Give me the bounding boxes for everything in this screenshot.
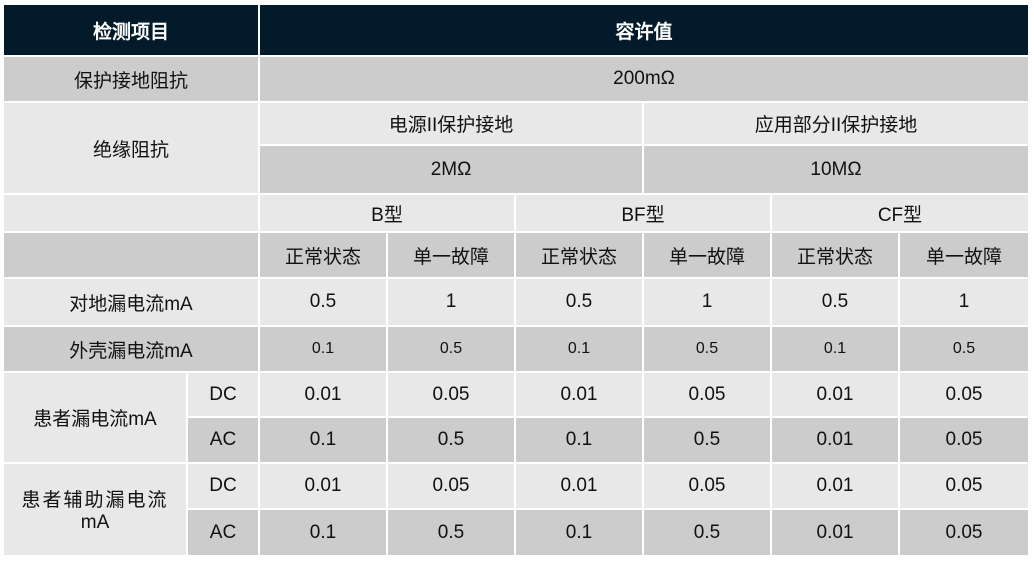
patient-dc-value: 0.05 xyxy=(388,373,514,416)
patient-aux-ac-value: 0.5 xyxy=(644,510,770,555)
empty-cell xyxy=(4,233,258,277)
patient-aux-ac-value: 0.1 xyxy=(516,510,642,555)
patient-dc-value: 0.01 xyxy=(772,373,898,416)
patient-ac-value: 0.1 xyxy=(260,418,386,462)
state-cell: 单一故障 xyxy=(388,233,514,277)
patient-aux-dc-value: 0.05 xyxy=(388,464,514,508)
patient-aux-dc-label: DC xyxy=(188,464,258,508)
applied-insulation-value: 10MΩ xyxy=(644,146,1028,193)
patient-aux-dc-value: 0.05 xyxy=(900,464,1028,508)
header-item: 检测项目 xyxy=(4,5,258,55)
earth-leakage-value: 1 xyxy=(900,279,1028,325)
patient-aux-leakage-label: 患者辅助漏电流 mA xyxy=(4,464,186,555)
type-bf: BF型 xyxy=(516,195,770,231)
earth-leakage-value: 1 xyxy=(644,279,770,325)
state-cell: 正常状态 xyxy=(516,233,642,277)
earth-leakage-value: 0.5 xyxy=(516,279,642,325)
header-tolerance: 容许值 xyxy=(260,5,1028,55)
patient-ac-value: 0.5 xyxy=(644,418,770,462)
ground-impedance-value: 200mΩ xyxy=(260,57,1028,101)
patient-ac-value: 0.5 xyxy=(388,418,514,462)
state-cell: 正常状态 xyxy=(772,233,898,277)
aux-label-unit: mA xyxy=(80,512,110,533)
state-cell: 正常状态 xyxy=(260,233,386,277)
tolerance-table: 检测项目 容许值 保护接地阻抗 200mΩ 绝缘阻抗 电源II保护接地 应用部分II保护… xyxy=(2,3,1030,557)
patient-aux-ac-value: 0.5 xyxy=(388,510,514,555)
earth-leakage-value: 0.5 xyxy=(772,279,898,325)
state-cell: 单一故障 xyxy=(900,233,1028,277)
earth-leakage-label: 对地漏电流mA xyxy=(4,279,258,325)
enclosure-leakage-value: 0.1 xyxy=(516,327,642,371)
applied-insulation-label: 应用部分II保护接地 xyxy=(644,103,1028,144)
patient-dc-value: 0.01 xyxy=(516,373,642,416)
enclosure-leakage-value: 0.1 xyxy=(772,327,898,371)
enclosure-leakage-value: 0.1 xyxy=(260,327,386,371)
patient-dc-value: 0.05 xyxy=(644,373,770,416)
patient-ac-value: 0.1 xyxy=(516,418,642,462)
type-cf: CF型 xyxy=(772,195,1028,231)
patient-aux-ac-value: 0.01 xyxy=(772,510,898,555)
patient-dc-value: 0.01 xyxy=(260,373,386,416)
earth-leakage-value: 0.5 xyxy=(260,279,386,325)
power-insulation-label: 电源II保护接地 xyxy=(260,103,642,144)
enclosure-leakage-value: 0.5 xyxy=(388,327,514,371)
patient-leakage-label: 患者漏电流mA xyxy=(4,373,186,462)
type-b: B型 xyxy=(260,195,514,231)
earth-leakage-value: 1 xyxy=(388,279,514,325)
patient-aux-ac-label: AC xyxy=(188,510,258,555)
enclosure-leakage-value: 0.5 xyxy=(900,327,1028,371)
patient-aux-dc-value: 0.01 xyxy=(772,464,898,508)
insulation-label: 绝缘阻抗 xyxy=(4,103,258,193)
ground-impedance-label: 保护接地阻抗 xyxy=(4,57,258,101)
enclosure-leakage-value: 0.5 xyxy=(644,327,770,371)
patient-ac-label: AC xyxy=(188,418,258,462)
patient-ac-value: 0.01 xyxy=(772,418,898,462)
patient-dc-value: 0.05 xyxy=(900,373,1028,416)
patient-aux-dc-value: 0.01 xyxy=(260,464,386,508)
aux-label-text: 患者辅助漏电流 xyxy=(21,490,169,511)
state-cell: 单一故障 xyxy=(644,233,770,277)
patient-dc-label: DC xyxy=(188,373,258,416)
enclosure-leakage-label: 外壳漏电流mA xyxy=(4,327,258,371)
empty-cell xyxy=(4,195,258,231)
patient-ac-value: 0.05 xyxy=(900,418,1028,462)
power-insulation-value: 2MΩ xyxy=(260,146,642,193)
patient-aux-dc-value: 0.05 xyxy=(644,464,770,508)
patient-aux-ac-value: 0.05 xyxy=(900,510,1028,555)
patient-aux-dc-value: 0.01 xyxy=(516,464,642,508)
patient-aux-ac-value: 0.1 xyxy=(260,510,386,555)
